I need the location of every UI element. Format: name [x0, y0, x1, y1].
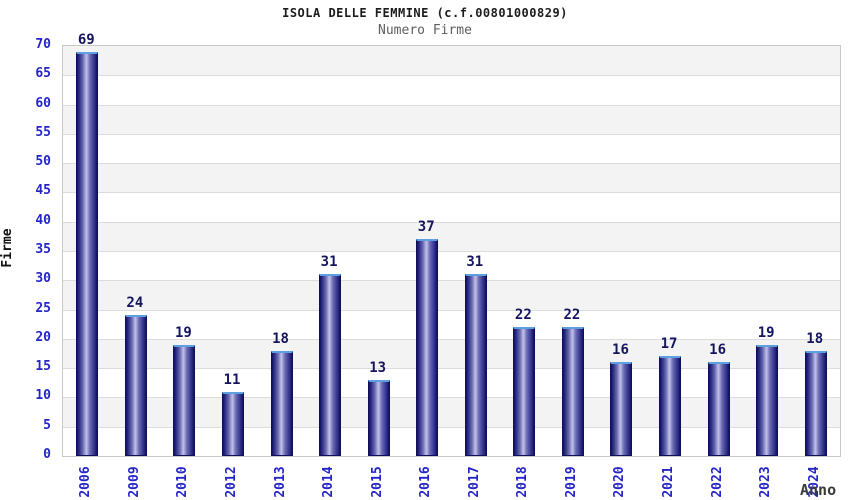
bar-2021: [659, 356, 682, 456]
bar-2010: [173, 344, 196, 456]
bar-2009: [124, 315, 147, 456]
x-tick-label-2010: 2010: [175, 466, 191, 498]
bar-2006: [76, 51, 99, 456]
gridline: [63, 75, 840, 77]
bar-2018: [513, 327, 536, 456]
bar-value-label: 24: [126, 295, 144, 312]
bar-2014: [319, 274, 342, 456]
bar-value-label: 18: [272, 330, 289, 347]
x-tick-label-2009: 2009: [126, 466, 142, 498]
gridline: [63, 192, 840, 194]
x-tick-label-2023: 2023: [758, 466, 774, 498]
bar-value-label: 37: [417, 219, 435, 236]
plot-band: [63, 163, 840, 193]
x-tick-label-2018: 2018: [515, 466, 531, 498]
bar-2016: [416, 239, 439, 456]
gridline: [63, 251, 840, 252]
plot-band: [63, 221, 840, 251]
x-tick-label-2022: 2022: [709, 466, 725, 498]
gridline: [63, 338, 840, 340]
plot-band: [63, 251, 840, 281]
gridline: [63, 368, 840, 370]
bar-2024: [804, 350, 827, 456]
bar-2017: [464, 274, 487, 456]
y-tick-label-50: 50: [35, 154, 51, 170]
gridline: [63, 280, 840, 282]
y-tick-label-40: 40: [35, 212, 51, 228]
bar-2012: [221, 391, 244, 456]
gridline: [63, 104, 840, 106]
y-tick-label-5: 5: [43, 417, 51, 433]
gridline: [63, 133, 840, 135]
y-tick-label-30: 30: [35, 271, 51, 287]
x-tick-label-2017: 2017: [466, 466, 482, 498]
x-tick-label-2016: 2016: [418, 466, 434, 498]
y-tick-label-0: 0: [43, 447, 51, 462]
bar-value-label: 11: [223, 371, 241, 388]
x-tick-label-2013: 2013: [272, 466, 288, 498]
x-tick-label-2006: 2006: [78, 466, 94, 498]
bar-value-label: 69: [77, 31, 95, 48]
y-tick-label-20: 20: [35, 329, 51, 345]
bar-2019: [561, 327, 584, 456]
x-tick-label-2015: 2015: [369, 466, 385, 498]
bar-2013: [270, 350, 293, 456]
plot-band: [63, 280, 840, 310]
chart-subtitle: Numero Firme: [378, 23, 472, 38]
plot-band: [63, 46, 840, 76]
plot-band: [63, 104, 840, 134]
bar-value-label: 13: [369, 359, 387, 376]
gridline: [63, 397, 840, 399]
bar-value-label: 31: [466, 254, 484, 271]
plot-band: [63, 192, 840, 222]
bar-value-label: 31: [320, 254, 338, 271]
x-tick-label-2012: 2012: [223, 466, 239, 498]
y-tick-label-60: 60: [35, 95, 51, 111]
gridline: [63, 221, 840, 223]
gridline: [63, 163, 840, 165]
gridline: [63, 309, 840, 311]
y-tick-label-15: 15: [35, 359, 51, 375]
y-tick-label-25: 25: [35, 300, 51, 316]
bar-2022: [707, 362, 730, 456]
x-tick-label-2021: 2021: [661, 466, 677, 498]
bar-2015: [367, 379, 390, 456]
plot-area: [62, 45, 841, 457]
y-tick-label-65: 65: [35, 66, 51, 82]
y-tick-label-55: 55: [35, 124, 51, 140]
bar-value-label: 22: [563, 307, 581, 324]
bar-value-label: 18: [806, 330, 824, 347]
bar-value-label: 16: [709, 342, 727, 359]
bar-value-label: 22: [514, 307, 532, 324]
y-tick-label-70: 70: [35, 37, 51, 52]
bar-value-label: 19: [174, 324, 192, 341]
bar-value-label: 16: [612, 342, 629, 359]
plot-band: [63, 75, 840, 105]
plot-band: [63, 133, 840, 164]
bar-value-label: 19: [757, 324, 775, 341]
bar-2020: [610, 362, 633, 456]
x-tick-label-2019: 2019: [563, 466, 579, 498]
bar-2023: [756, 344, 779, 456]
bar-value-label: 17: [660, 336, 678, 353]
plot-band: [63, 309, 840, 339]
chart-title: ISOLA DELLE FEMMINE (c.f.00801000829): [282, 6, 568, 20]
gridline: [63, 426, 840, 428]
y-tick-label-10: 10: [35, 388, 51, 404]
y-tick-label-35: 35: [35, 242, 51, 257]
x-axis-title: Anno: [800, 481, 837, 499]
x-tick-label-2014: 2014: [321, 466, 337, 498]
x-tick-label-2020: 2020: [612, 466, 628, 498]
y-tick-label-45: 45: [35, 183, 51, 199]
